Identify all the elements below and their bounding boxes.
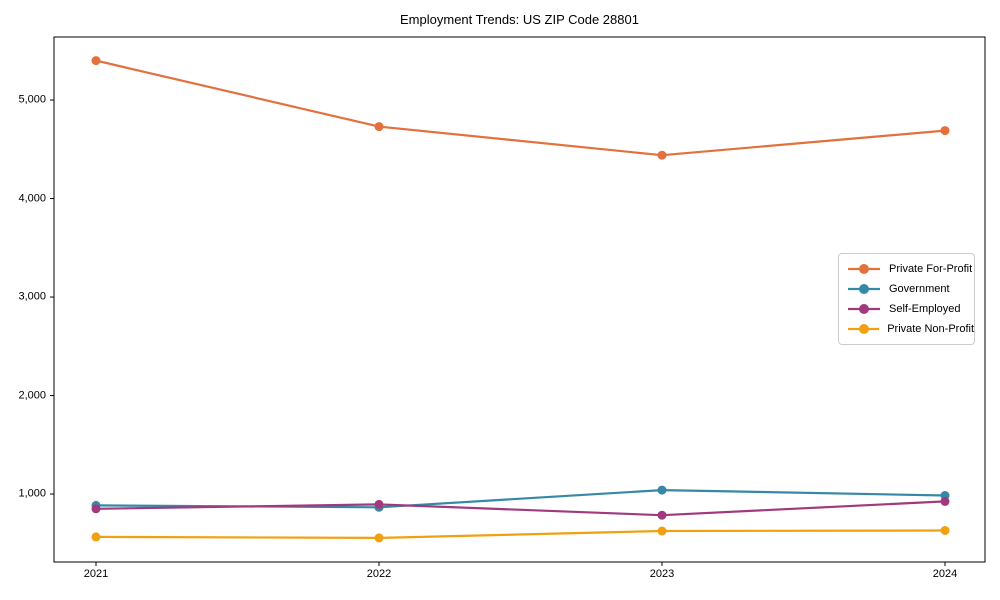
series-line-2 xyxy=(94,500,947,517)
data-point-marker xyxy=(91,504,101,514)
x-tick-label: 2022 xyxy=(366,568,392,580)
data-point-marker xyxy=(374,533,384,543)
data-point-marker xyxy=(657,526,667,536)
data-point-marker xyxy=(940,126,950,136)
data-point-marker xyxy=(374,499,384,509)
legend-line-marker-icon xyxy=(848,284,880,294)
x-tick-label: 2024 xyxy=(932,568,958,580)
legend-item: Private Non-Profit xyxy=(839,319,974,339)
legend-line-marker-icon xyxy=(848,264,880,274)
data-point-marker xyxy=(374,122,384,132)
y-tick-label: 1,000 xyxy=(18,487,46,500)
legend-line-marker-icon xyxy=(848,304,880,314)
plot-frame xyxy=(53,36,986,563)
legend-label: Private Non-Profit xyxy=(887,323,974,335)
series-line-0 xyxy=(94,59,947,157)
series-line-1 xyxy=(94,488,947,509)
data-point-marker xyxy=(91,532,101,542)
data-point-marker xyxy=(657,485,667,495)
legend-line-marker-icon xyxy=(848,324,880,334)
chart-legend: Private For-Profit Government Self-Employe… xyxy=(838,253,975,345)
y-tick-label: 2,000 xyxy=(18,389,46,402)
y-tick-label: 5,000 xyxy=(18,93,46,106)
data-point-marker xyxy=(657,510,667,520)
data-point-marker xyxy=(940,526,950,535)
data-point-marker xyxy=(940,496,950,506)
legend-item: Government xyxy=(839,279,974,299)
x-tick-label: 2021 xyxy=(83,568,109,580)
legend-label: Government xyxy=(889,283,950,295)
y-tick-label: 3,000 xyxy=(18,290,46,303)
legend-label: Private For-Profit xyxy=(889,263,973,275)
x-tick-label: 2023 xyxy=(649,568,675,580)
series-line-3 xyxy=(94,529,947,540)
legend-item: Self-Employed xyxy=(839,299,974,319)
legend-item: Private For-Profit xyxy=(839,259,974,279)
chart-title: Employment Trends: US ZIP Code 28801 xyxy=(400,12,639,27)
legend-label: Self-Employed xyxy=(889,303,961,315)
data-point-marker xyxy=(657,150,667,160)
y-tick-label: 4,000 xyxy=(18,192,46,205)
data-point-marker xyxy=(91,56,101,66)
